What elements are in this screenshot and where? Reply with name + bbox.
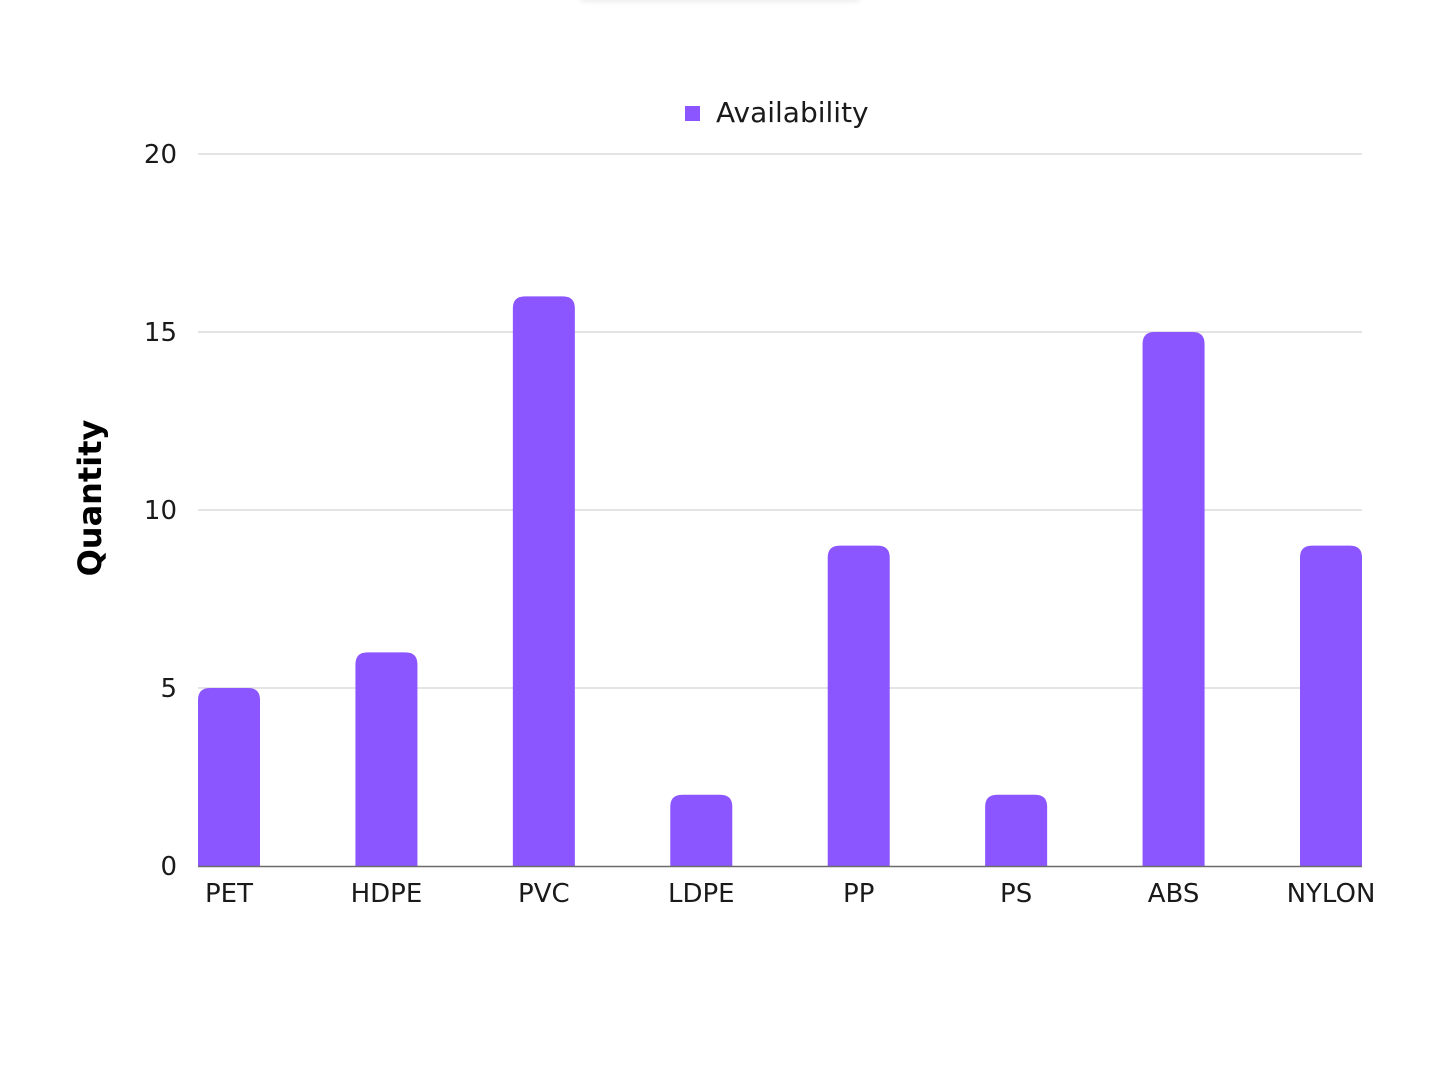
bar-pvc xyxy=(512,296,575,866)
bar-pet xyxy=(198,688,260,866)
x-tick-label-ps: PS xyxy=(1000,879,1032,909)
bar-ps xyxy=(985,794,1048,866)
bars xyxy=(198,296,1362,866)
x-tick-labels: PET HDPE PVC LDPE PP PS ABS NYLON xyxy=(205,879,1375,909)
x-tick-label-hdpe: HDPE xyxy=(351,879,423,909)
x-tick-label-pvc: PVC xyxy=(518,879,570,909)
x-tick-label-abs: ABS xyxy=(1148,879,1200,909)
x-tick-label-nylon: NYLON xyxy=(1287,879,1376,909)
y-tick-label: 5 xyxy=(160,674,177,704)
legend-label-availability: Availability xyxy=(716,96,869,129)
bar-abs xyxy=(1142,332,1205,866)
y-tick-label: 15 xyxy=(144,318,177,348)
bar-hdpe xyxy=(355,652,418,866)
y-tick-labels: 0 5 10 15 20 xyxy=(144,140,177,882)
bar-nylon xyxy=(1300,545,1362,866)
legend-swatch-availability xyxy=(685,106,700,121)
x-tick-label-ldpe: LDPE xyxy=(668,879,735,909)
legend: Availability xyxy=(685,96,869,129)
y-tick-label: 0 xyxy=(160,852,177,882)
bar-ldpe xyxy=(670,794,733,866)
x-tick-label-pet: PET xyxy=(205,879,253,909)
y-tick-label: 20 xyxy=(144,140,177,170)
x-tick-label-pp: PP xyxy=(843,879,874,909)
y-axis-title: Quantity xyxy=(71,419,109,576)
bar-pp xyxy=(827,545,890,866)
y-tick-label: 10 xyxy=(144,496,177,526)
